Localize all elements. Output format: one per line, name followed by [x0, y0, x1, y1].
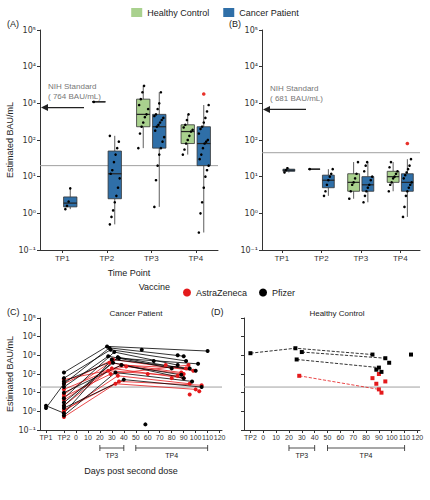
svg-text:TP4: TP4 [393, 254, 408, 263]
svg-text:10³: 10³ [245, 99, 258, 108]
svg-text:Days post second dose: Days post second dose [84, 466, 178, 476]
svg-text:TP3: TP3 [295, 452, 308, 459]
svg-text:Pfizer: Pfizer [272, 288, 295, 298]
svg-text:Healthy Control: Healthy Control [147, 8, 209, 18]
svg-text:100: 100 [386, 434, 398, 441]
svg-text:90: 90 [180, 434, 188, 441]
svg-text:10³: 10³ [23, 99, 36, 108]
svg-text:10⁻¹: 10⁻¹ [240, 246, 258, 255]
svg-text:TP4: TP4 [360, 452, 373, 459]
svg-text:Estimated BAU/mL: Estimated BAU/mL [5, 102, 15, 178]
svg-text:10⁵: 10⁵ [23, 314, 36, 323]
svg-text:TP2: TP2 [58, 434, 71, 441]
svg-text:10¹: 10¹ [23, 388, 36, 397]
svg-text:10⁴: 10⁴ [23, 62, 36, 71]
svg-text:80: 80 [362, 434, 370, 441]
svg-text:10⁻¹: 10⁻¹ [18, 426, 36, 435]
svg-text:120: 120 [214, 434, 226, 441]
svg-text:30: 30 [108, 434, 116, 441]
svg-text:60: 60 [336, 434, 344, 441]
svg-text:10: 10 [84, 434, 92, 441]
svg-text:10⁵: 10⁵ [245, 26, 258, 35]
svg-text:NIH Standard: NIH Standard [270, 84, 318, 93]
svg-text:Cancer Patient: Cancer Patient [239, 8, 299, 18]
svg-text:10⁰: 10⁰ [23, 407, 36, 416]
svg-text:TP4: TP4 [165, 452, 178, 459]
svg-text:10⁰: 10⁰ [245, 209, 258, 218]
svg-text:(B): (B) [229, 19, 241, 29]
svg-text:(D): (D) [211, 307, 224, 317]
svg-text:10²: 10² [245, 136, 258, 145]
svg-text:70: 70 [156, 434, 164, 441]
svg-text:Time Point: Time Point [108, 268, 151, 278]
svg-text:AstraZeneca: AstraZeneca [196, 288, 247, 298]
svg-text:TP2: TP2 [99, 254, 114, 263]
svg-text:50: 50 [132, 434, 140, 441]
svg-text:TP1: TP1 [40, 434, 53, 441]
svg-text:TP2: TP2 [314, 254, 329, 263]
svg-text:TP1: TP1 [55, 254, 70, 263]
svg-text:70: 70 [349, 434, 357, 441]
svg-text:20: 20 [96, 434, 104, 441]
svg-text:TP3: TP3 [353, 254, 368, 263]
svg-text:TP3: TP3 [144, 254, 159, 263]
svg-text:20: 20 [285, 434, 293, 441]
svg-text:10¹: 10¹ [23, 172, 36, 181]
svg-text:80: 80 [168, 434, 176, 441]
svg-text:10⁴: 10⁴ [23, 332, 36, 341]
svg-text:110: 110 [399, 434, 410, 441]
svg-text:40: 40 [311, 434, 319, 441]
svg-text:0: 0 [74, 434, 78, 441]
svg-text:100: 100 [190, 434, 202, 441]
svg-text:10²: 10² [23, 136, 36, 145]
svg-text:10⁰: 10⁰ [23, 209, 36, 218]
svg-text:60: 60 [144, 434, 152, 441]
svg-text:10: 10 [272, 434, 280, 441]
svg-text:(A): (A) [7, 19, 19, 29]
svg-text:30: 30 [298, 434, 306, 441]
svg-text:50: 50 [324, 434, 332, 441]
svg-text:( 764 BAU/mL): ( 764 BAU/mL) [48, 92, 101, 101]
svg-text:Vaccine: Vaccine [139, 282, 170, 292]
svg-text:(C): (C) [7, 307, 20, 317]
svg-text:40: 40 [120, 434, 128, 441]
svg-text:NIH Standard: NIH Standard [48, 82, 96, 91]
svg-text:90: 90 [375, 434, 383, 441]
svg-text:10²: 10² [23, 370, 36, 379]
svg-text:120: 120 [412, 434, 424, 441]
svg-text:10⁻¹: 10⁻¹ [18, 246, 36, 255]
svg-text:TP3: TP3 [105, 452, 118, 459]
svg-text:Healthy Control: Healthy Control [309, 309, 364, 318]
svg-text:( 681 BAU/mL): ( 681 BAU/mL) [270, 94, 323, 103]
svg-text:10³: 10³ [23, 351, 36, 360]
svg-text:0: 0 [261, 434, 265, 441]
svg-text:TP2: TP2 [244, 434, 257, 441]
svg-text:TP1: TP1 [274, 254, 289, 263]
svg-text:Cancer Patient: Cancer Patient [110, 309, 164, 318]
svg-text:Estimated BAU/mL: Estimated BAU/mL [5, 336, 15, 412]
svg-text:TP4: TP4 [188, 254, 203, 263]
svg-text:110: 110 [202, 434, 213, 441]
svg-text:10⁵: 10⁵ [23, 26, 36, 35]
svg-text:10¹: 10¹ [245, 172, 258, 181]
svg-text:10⁴: 10⁴ [245, 62, 258, 71]
